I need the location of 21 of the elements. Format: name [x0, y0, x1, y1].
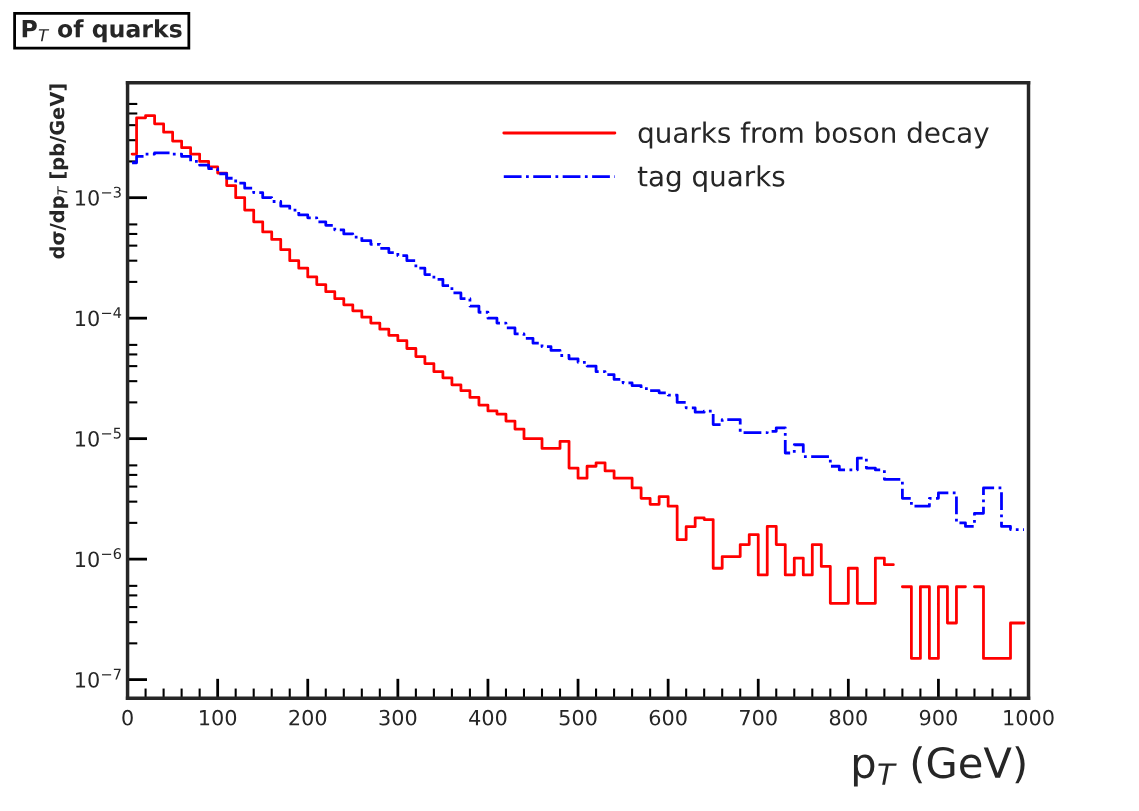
legend-label: quarks from boson decay [638, 121, 989, 149]
x-tick-label: 600 [649, 709, 687, 726]
legend-label: tag quarks [637, 165, 785, 193]
y-tick-label: 10$^{−7}$ [76, 668, 121, 688]
x-tick-label: 300 [379, 709, 417, 726]
x-tick-label: 500 [559, 709, 597, 726]
y-tick-label: 10$^{−3}$ [76, 186, 121, 206]
x-tick-label: 900 [919, 709, 957, 726]
x-tick-label: 800 [829, 709, 867, 726]
chart-title: P$_{T}$ of quarks [22, 19, 182, 43]
y-tick-label: 10$^{−4}$ [76, 307, 122, 327]
x-tick-label: 100 [200, 709, 237, 726]
x-tick-label: 400 [469, 709, 507, 726]
x-tick-label: 200 [289, 709, 327, 726]
y-tick-label: 10$^{−5}$ [76, 427, 121, 447]
x-tick-label: 0 [122, 709, 133, 726]
x-axis-title: p$_{T}$ (GeV) [853, 746, 1025, 787]
x-tick-label: 1000 [1004, 709, 1054, 726]
x-tick-label: 700 [740, 709, 777, 726]
y-axis-title: dσ/dp$_{T}$ [pb/GeV] [49, 84, 69, 259]
y-tick-label: 10$^{−6}$ [76, 548, 122, 568]
